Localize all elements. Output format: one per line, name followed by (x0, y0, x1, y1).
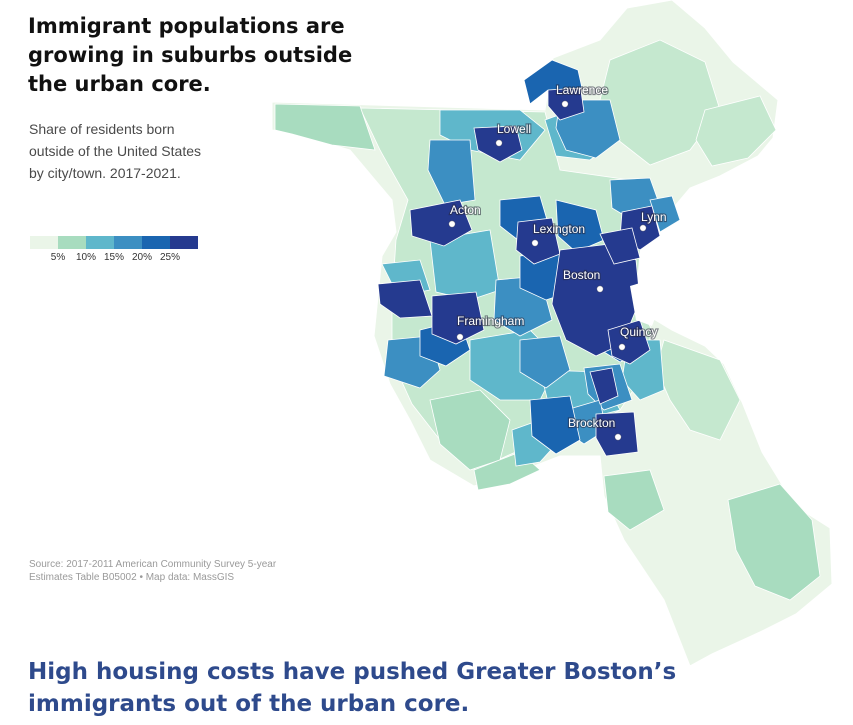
map-region-lexington (515, 217, 561, 265)
map-region-acton (409, 199, 473, 247)
city-dot-lynn (639, 224, 647, 232)
city-label-brockton: Brockton (568, 416, 615, 430)
city-label-framingham: Framingham (457, 314, 524, 328)
map-region-southeast (727, 483, 821, 601)
map-region-methuen (523, 59, 583, 105)
footer-headline: High housing costs have pushed Greater B… (28, 659, 677, 717)
legend-swatch-1 (30, 236, 58, 249)
map-region-framingham (431, 291, 485, 345)
legend-swatches (30, 236, 198, 249)
map-region-cape-ann (695, 95, 777, 167)
map-region-norwood (519, 335, 571, 389)
source-line-2: Estimates Table B05002 • Map data: MassG… (29, 572, 235, 583)
source-line-1: Source: 2017-2011 American Community Sur… (29, 559, 277, 570)
city-dot-brockton (614, 433, 622, 441)
legend-label-25: 25% (159, 252, 181, 263)
city-dot-lawrence (561, 100, 569, 108)
map-subtitle: Share of residents born outside of the U… (29, 121, 201, 181)
city-label-quincy: Quincy (620, 325, 657, 339)
map-region-far-west (377, 279, 433, 319)
city-label-acton: Acton (450, 203, 481, 217)
city-label-lowell: Lowell (497, 122, 531, 136)
legend-swatch-5 (142, 236, 170, 249)
color-legend: 5% 10% 15% 20% 25% (30, 236, 198, 266)
city-label-lexington: Lexington (533, 222, 585, 236)
map-region-south-towns (603, 469, 665, 531)
legend-swatch-3 (86, 236, 114, 249)
city-dot-boston (596, 285, 604, 293)
map-region-randolph-dark (589, 367, 619, 405)
map-region-chelsea-everett (599, 227, 641, 265)
map-title: Immigrant populations are growing in sub… (28, 14, 353, 96)
map-region-west-mid (429, 229, 501, 301)
city-dot-framingham (456, 333, 464, 341)
legend-label-20: 20% (131, 252, 153, 263)
city-label-boston: Boston (563, 268, 600, 282)
legend-label-10: 10% (75, 252, 97, 263)
source-note: Source: 2017-2011 American Community Sur… (29, 558, 329, 584)
legend-swatch-6 (170, 236, 198, 249)
map-region-northeast-mid (649, 195, 681, 233)
map-region-sharon (529, 395, 581, 455)
legend-label-5: 5% (50, 252, 66, 263)
city-dot-acton (448, 220, 456, 228)
legend-swatch-2 (58, 236, 86, 249)
map-region-quincy (607, 319, 651, 365)
city-dot-lexington (531, 239, 539, 247)
boston-harbor (630, 280, 662, 326)
map-region-northwest-towns (274, 103, 376, 151)
legend-label-15: 15% (103, 252, 125, 263)
city-label-lynn: Lynn (641, 210, 667, 224)
city-dot-lowell (495, 139, 503, 147)
legend-swatch-4 (114, 236, 142, 249)
city-dot-quincy (618, 343, 626, 351)
legend-labels: 5% 10% 15% 20% 25% (30, 252, 198, 266)
city-label-lawrence: Lawrence (556, 83, 608, 97)
